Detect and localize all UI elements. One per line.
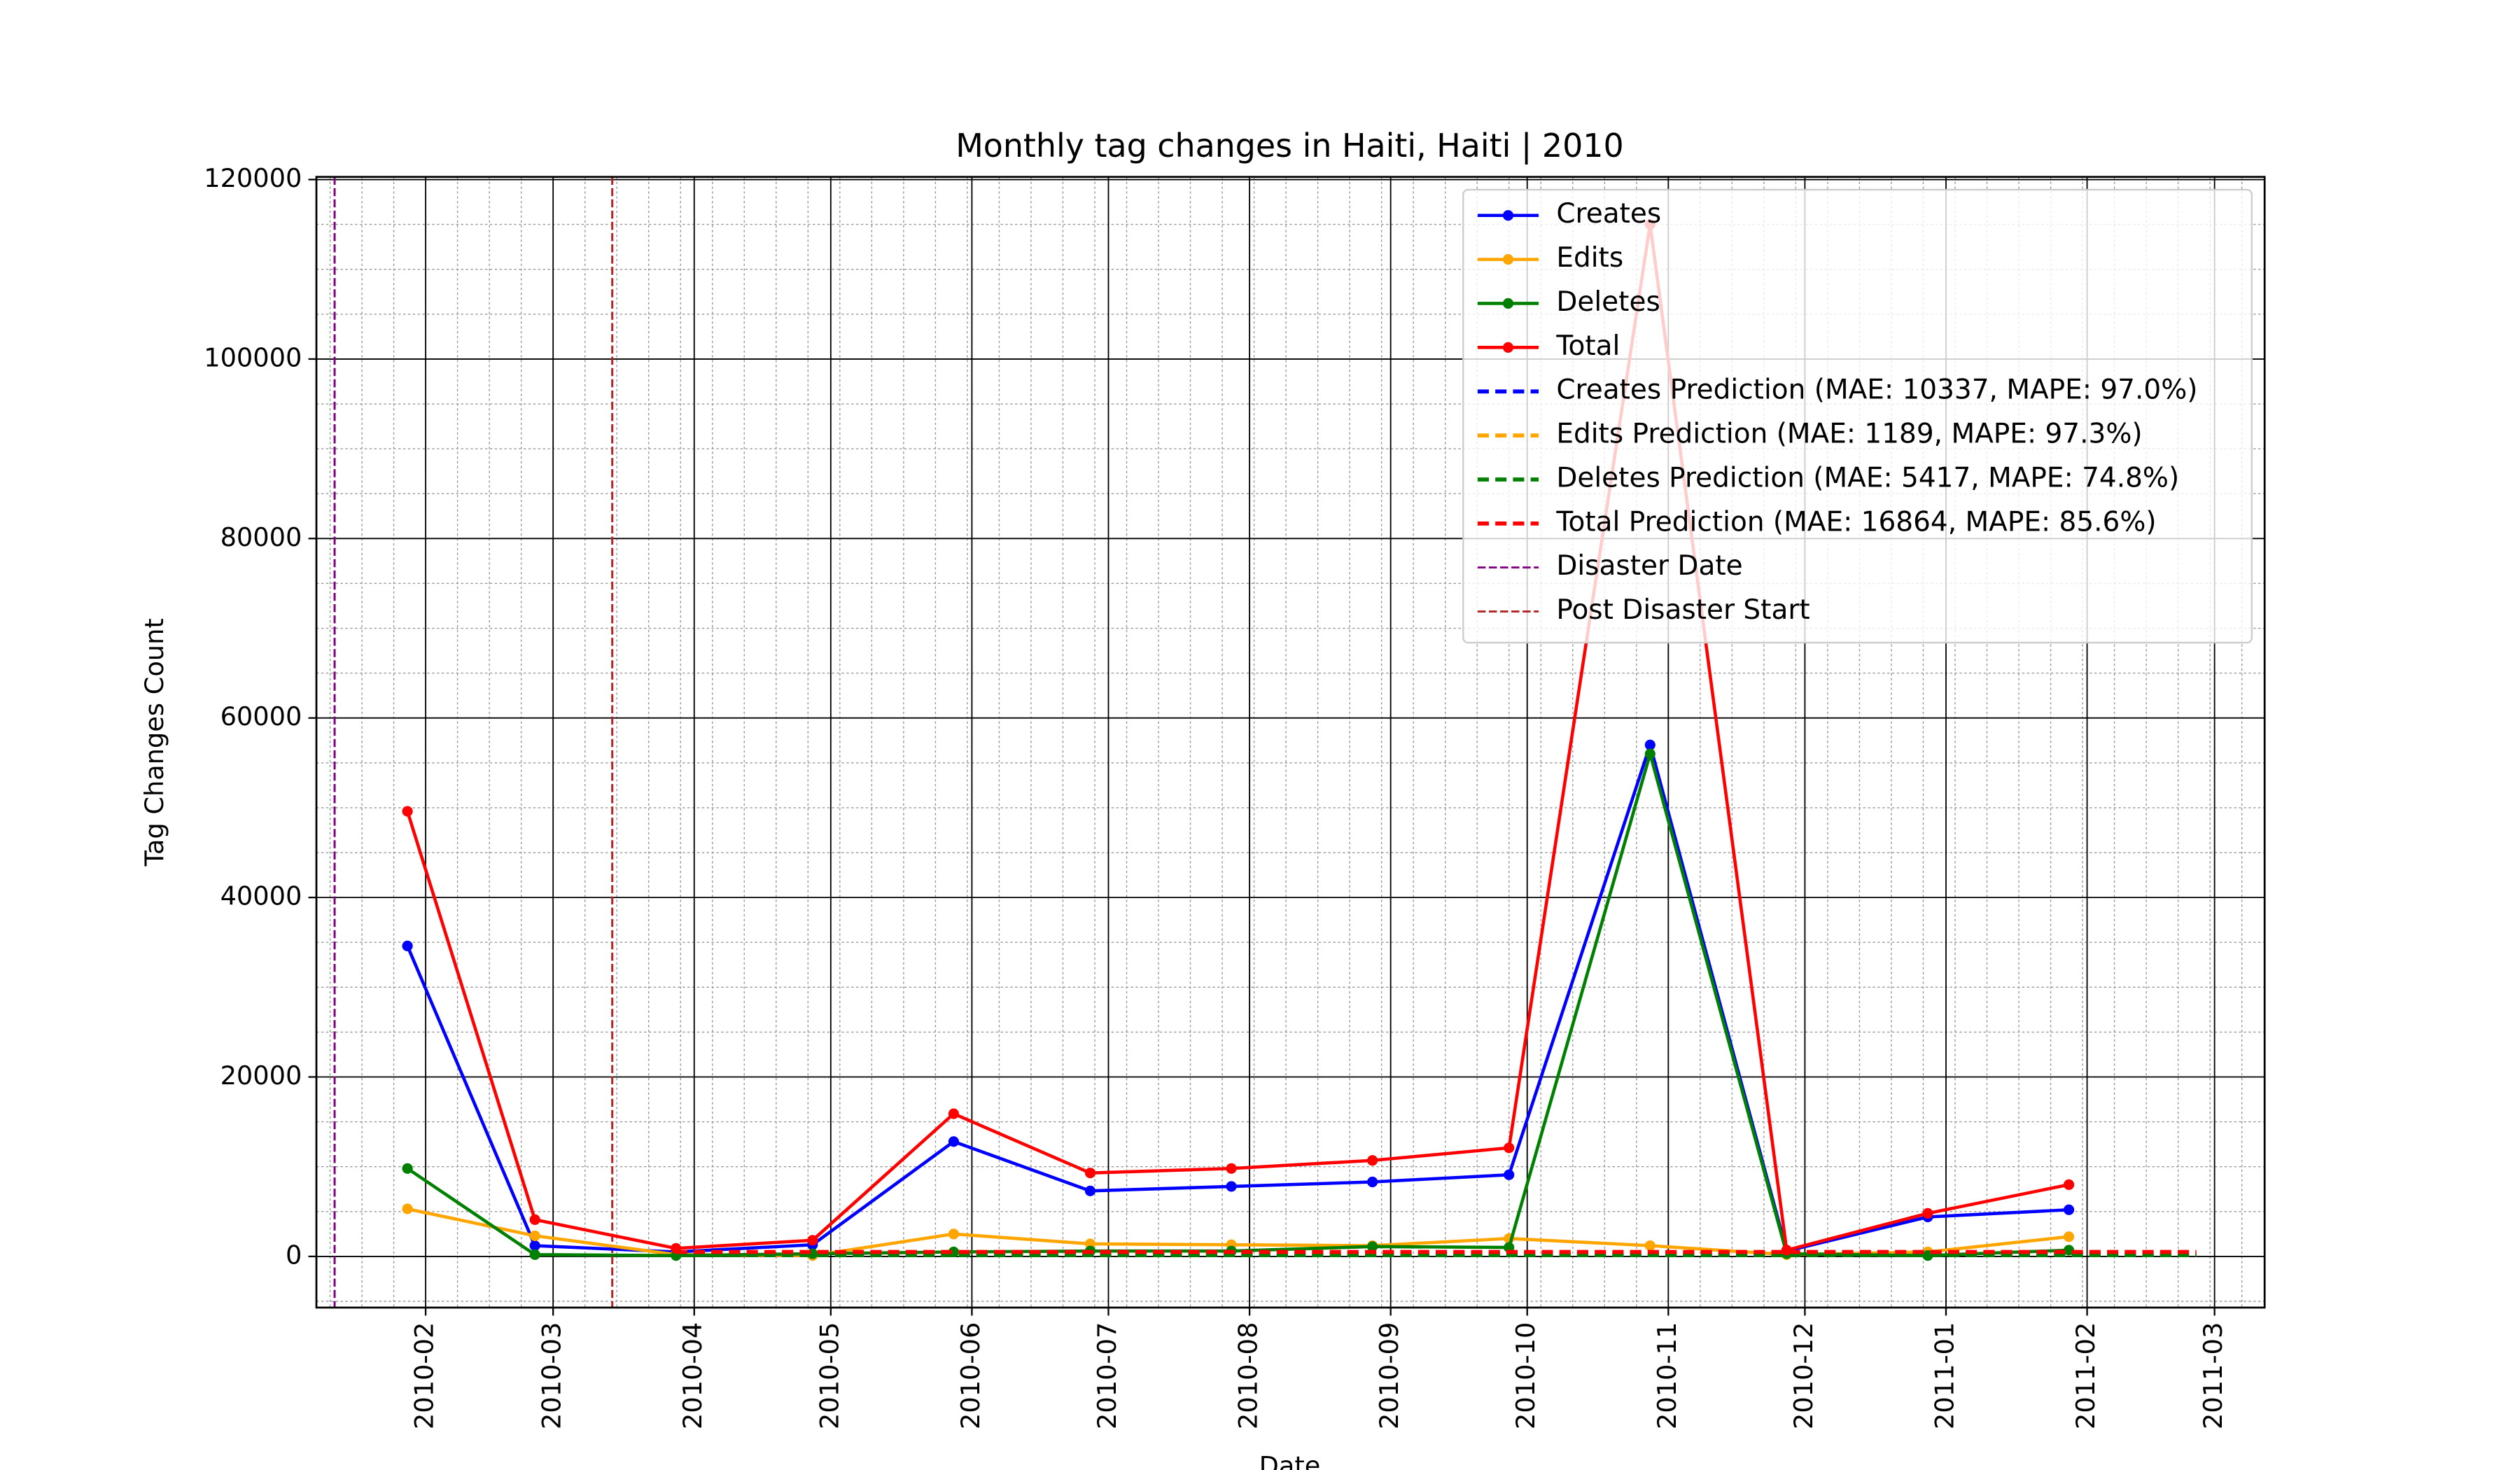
data-point (402, 1203, 413, 1214)
data-point (1644, 1240, 1656, 1252)
data-point (1367, 1176, 1378, 1188)
data-point (402, 806, 413, 817)
series-layer (333, 176, 2197, 1308)
legend-label: Post Disaster Start (1556, 594, 1809, 626)
y-tick-label: 100000 (204, 342, 302, 372)
legend-label: Deletes (1556, 286, 1660, 318)
legend-marker (1502, 254, 1514, 265)
plot-frame (315, 176, 2266, 1309)
x-axis-label: Date (1259, 1451, 1321, 1470)
data-point (2063, 1204, 2075, 1215)
x-tick-label: 2010-04 (678, 1322, 708, 1429)
x-tick-label: 2011-03 (2198, 1322, 2228, 1429)
x-tick-label: 2010-07 (1092, 1322, 1122, 1429)
y-tick-label: 0 (286, 1240, 302, 1270)
y-tick-label: 80000 (220, 522, 302, 552)
data-point (529, 1249, 540, 1260)
series-line (407, 1207, 2069, 1257)
data-point (402, 1163, 413, 1174)
series-line (405, 739, 2069, 1254)
legend-label: Total Prediction (MAE: 16864, MAPE: 85.6… (1555, 506, 2156, 538)
data-point (529, 1240, 540, 1252)
data-point (948, 1228, 959, 1240)
data-point (2063, 1179, 2075, 1190)
x-tick-label: 2010-03 (537, 1322, 567, 1429)
legend-box (1462, 188, 2253, 644)
data-point (948, 1108, 959, 1119)
x-tick-label: 2010-11 (1652, 1322, 1682, 1429)
y-tick-label: 120000 (204, 163, 302, 193)
data-point (1226, 1181, 1237, 1192)
x-tick-label: 2010-05 (814, 1322, 844, 1429)
series-line (406, 748, 2069, 1257)
legend-marker (1502, 342, 1514, 353)
legend-label: Edits Prediction (MAE: 1189, MAPE: 97.3%… (1556, 419, 2142, 450)
legend: Creates Edits Deletes Total Creates Predicti… (1462, 188, 2253, 644)
legend-label: Edits (1556, 242, 1623, 274)
data-point (807, 1235, 818, 1246)
data-point (1644, 739, 1656, 750)
data-point (529, 1214, 540, 1225)
chart-title: Monthly tag changes in Haiti, Haiti | 20… (955, 127, 1623, 165)
x-tick-label: 2010-06 (955, 1322, 986, 1429)
y-tick-label: 20000 (220, 1060, 302, 1091)
data-point (1367, 1241, 1378, 1252)
data-point (1367, 1155, 1378, 1166)
legend-label: Deletes Prediction (MAE: 5417, MAPE: 74.… (1556, 462, 2179, 493)
data-point (2063, 1231, 2075, 1242)
legend-label: Creates (1556, 198, 1661, 230)
legend-label: Disaster Date (1556, 550, 1742, 582)
data-point (2063, 1245, 2075, 1256)
data-point (402, 940, 413, 951)
data-point (1504, 1169, 1515, 1180)
x-tick-label: 2010-08 (1233, 1322, 1264, 1429)
legend-label: Total (1555, 330, 1620, 362)
y-tick-label: 60000 (220, 701, 302, 732)
data-point (1084, 1168, 1096, 1179)
legend-marker (1502, 298, 1514, 309)
y-tick-label: 40000 (220, 881, 302, 911)
y-axis-label: Tag Changes Count (139, 618, 169, 867)
data-point (1922, 1208, 1933, 1219)
data-point (1504, 1142, 1515, 1154)
x-tick-label: 2010-02 (410, 1322, 440, 1429)
data-point (1644, 748, 1656, 760)
legend-marker (1502, 210, 1514, 221)
x-tick-label: 2010-10 (1511, 1322, 1541, 1429)
x-tick-label: 2010-09 (1374, 1322, 1404, 1429)
x-tick-label: 2011-01 (1929, 1322, 1959, 1429)
x-tick-label: 2010-12 (1788, 1322, 1819, 1429)
legend-label: Creates Prediction (MAE: 10337, MAPE: 97… (1556, 374, 2197, 406)
x-tick-label: 2011-02 (2071, 1322, 2101, 1429)
data-point (1084, 1185, 1096, 1196)
data-point (529, 1230, 540, 1241)
data-point (1226, 1163, 1237, 1174)
data-point (948, 1136, 959, 1147)
